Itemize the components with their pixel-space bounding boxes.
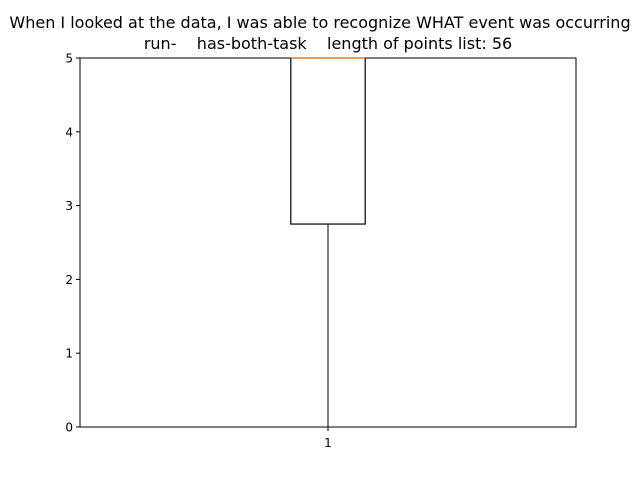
y-tick-label: 1 [65, 347, 73, 361]
box-plot-marks [290, 57, 366, 428]
y-tick-label: 2 [65, 273, 73, 287]
y-tick-label: 5 [65, 52, 73, 66]
y-axis: 0 1 2 3 4 5 [65, 52, 80, 435]
x-tick-label: 1 [324, 436, 332, 450]
y-tick-label: 3 [65, 199, 73, 213]
y-tick-label: 0 [65, 421, 73, 435]
x-axis: 1 [324, 427, 332, 450]
y-tick-label: 4 [65, 125, 73, 139]
chart-title-line-2: run- has-both-task length of points list… [144, 34, 512, 53]
chart-title-line-1: When I looked at the data, I was able to… [9, 13, 630, 32]
